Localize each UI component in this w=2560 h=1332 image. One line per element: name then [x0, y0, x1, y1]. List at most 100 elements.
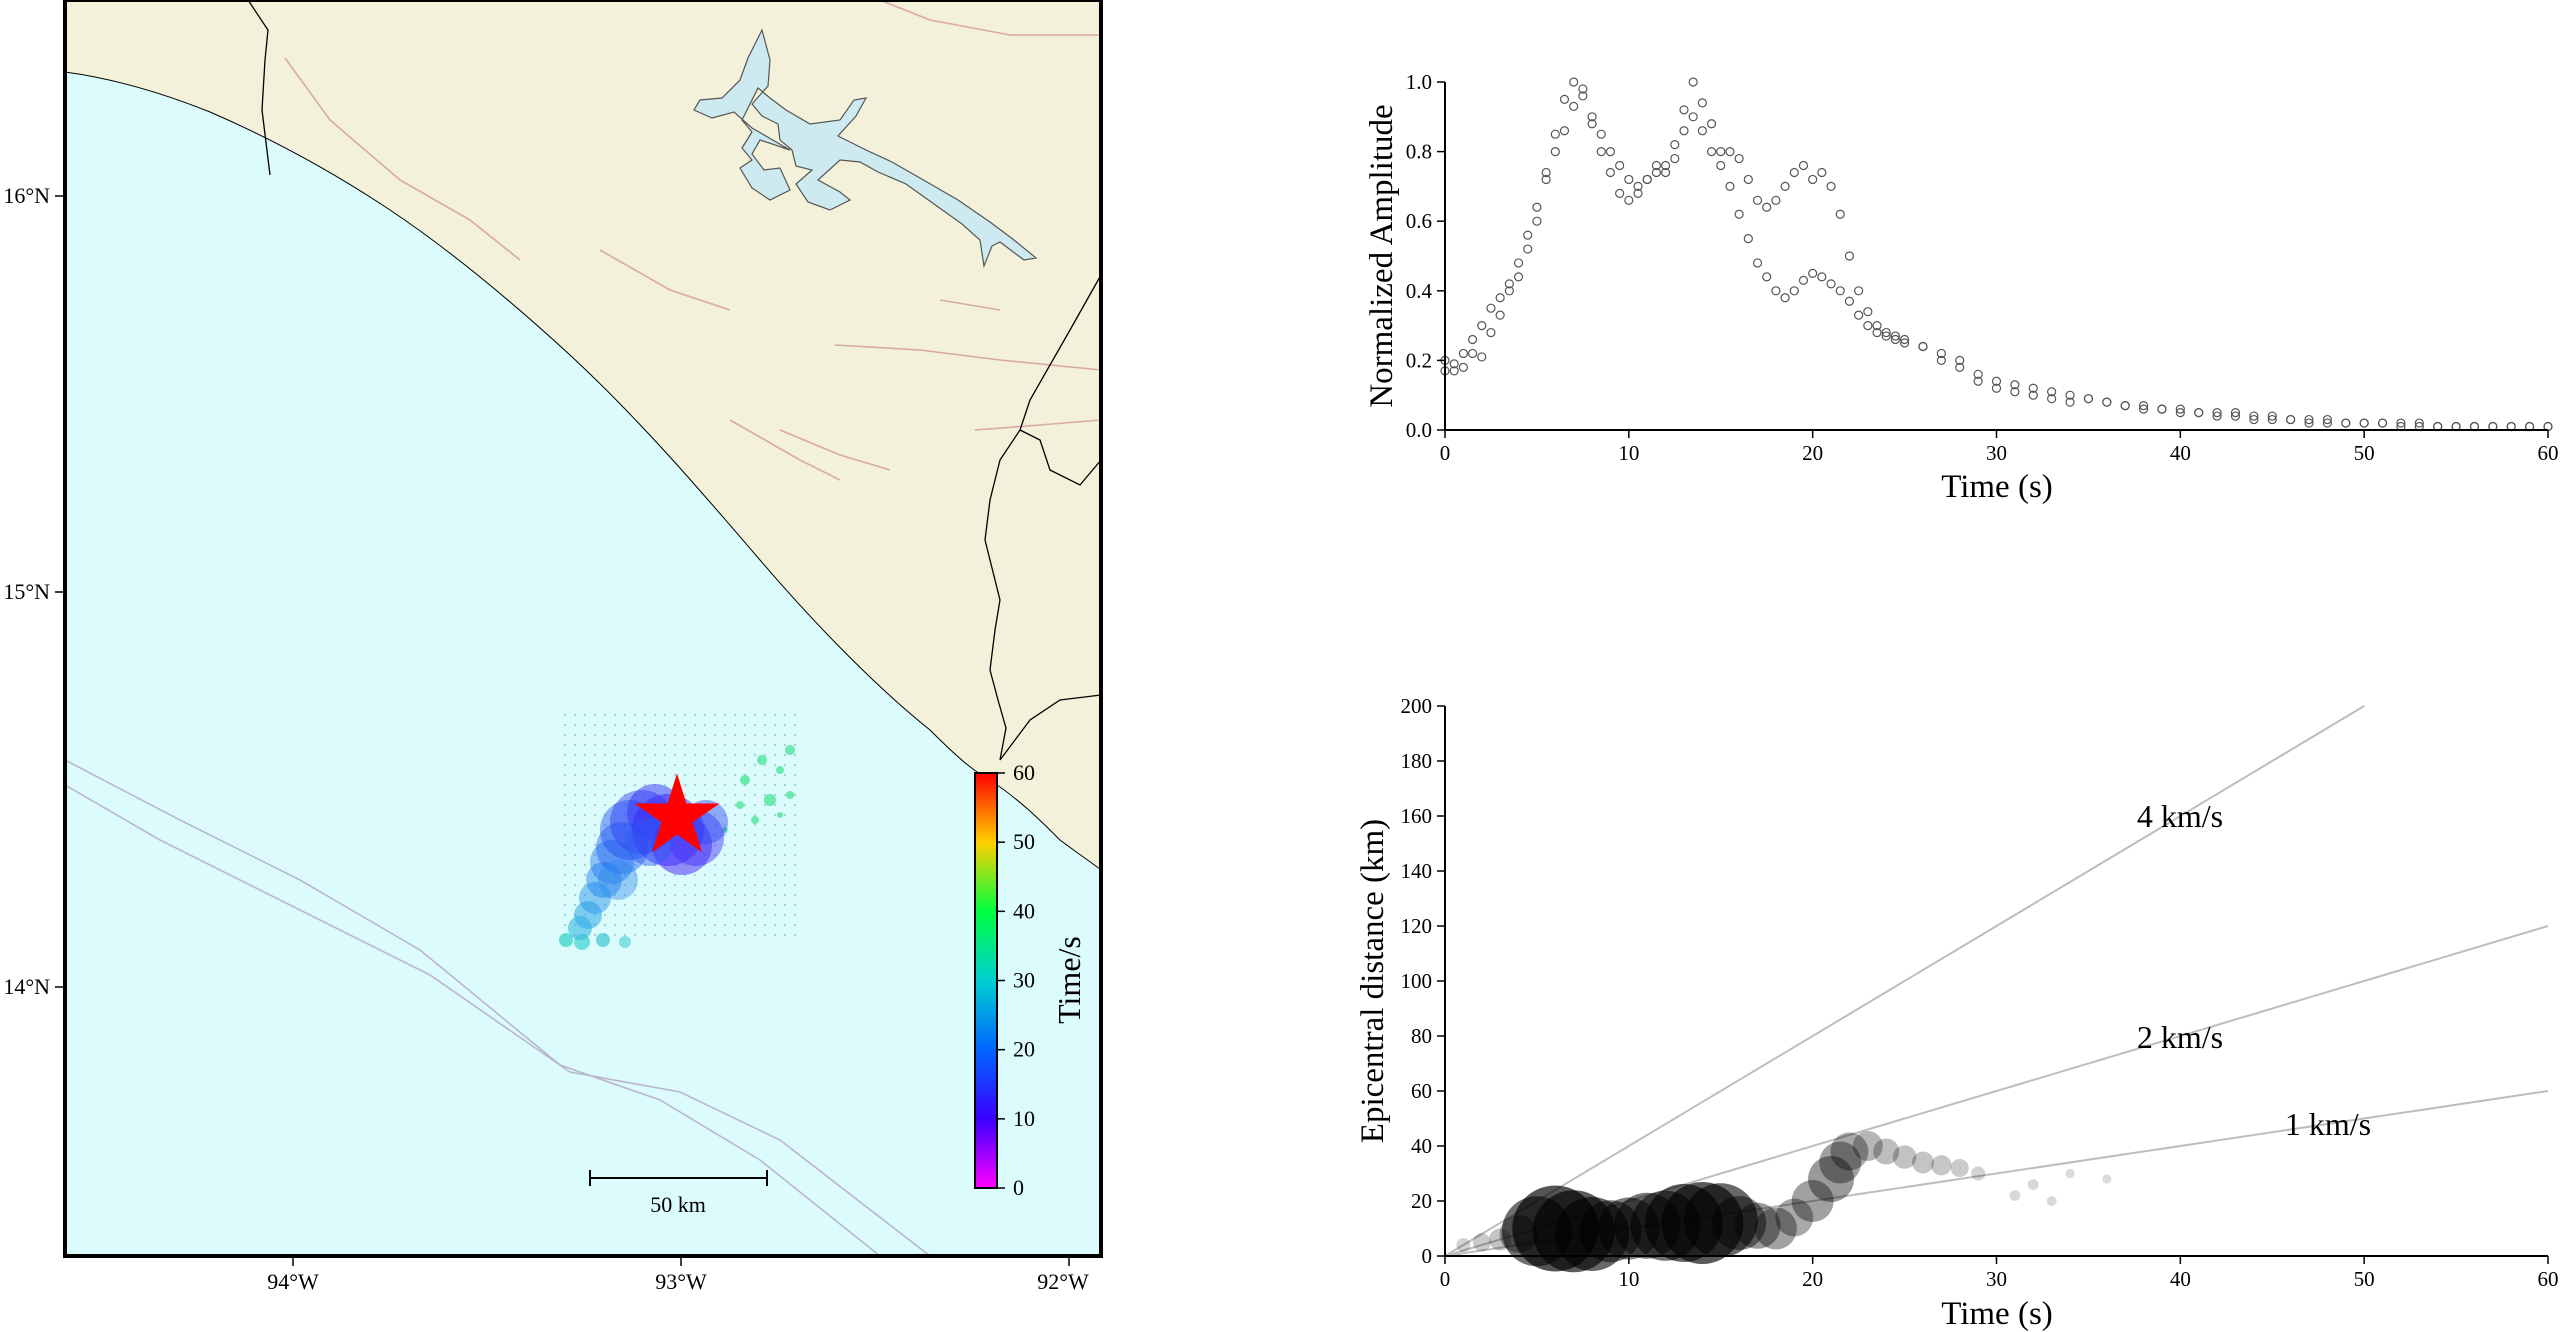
amplitude-point [1605, 167, 1616, 178]
amplitude-point [1936, 355, 1946, 365]
grid-dot [643, 713, 647, 717]
grid-dot [753, 803, 757, 807]
grid-dot [603, 763, 607, 767]
grid-dot [673, 753, 677, 757]
grid-dot [623, 853, 627, 857]
grid-dot [653, 873, 657, 877]
grid-dot [753, 773, 757, 777]
distance-x-tick-label: 50 [2354, 1267, 2375, 1291]
grid-dot [583, 713, 587, 717]
grid-dot [593, 773, 597, 777]
grid-dot [723, 793, 727, 797]
grid-dot [793, 933, 797, 937]
amplitude-point [1541, 167, 1551, 178]
grid-dot [723, 903, 727, 907]
amplitude-point [1532, 216, 1542, 226]
amplitude-x-tick-label: 60 [2538, 441, 2559, 465]
grid-dot [733, 873, 737, 877]
epicenter-star-icon [634, 773, 720, 853]
grid-dot [603, 923, 607, 927]
grid-dot [693, 913, 697, 917]
grid-dot [663, 713, 667, 717]
distance-point [2046, 1196, 2057, 1206]
amplitude-point [1513, 272, 1524, 282]
grid-dot [743, 793, 747, 797]
grid-dot [733, 933, 737, 937]
amplitude-y-label: Normalized Amplitude [1364, 104, 1400, 407]
distance-point [1873, 1138, 1900, 1165]
distance-x-tick-label: 20 [1802, 1267, 1823, 1291]
amplitude-point [2083, 394, 2094, 404]
amplitude-point [1725, 147, 1735, 157]
grid-dot [763, 853, 767, 857]
grid-dot [713, 863, 717, 867]
amplitude-point [2396, 418, 2406, 428]
grid-dot [693, 883, 697, 887]
amplitude-point [1918, 341, 1928, 352]
amplitude-point [1890, 334, 1900, 345]
grid-dot [623, 743, 627, 747]
distance-y-ticks: 0 20 40 60 80 100 120 140 160 180 200 [1401, 694, 1445, 1268]
amplitude-point [1688, 112, 1698, 122]
grid-dot [623, 923, 627, 927]
colorbar-tick-label: 40 [1013, 898, 1035, 923]
grid-dot [723, 873, 727, 877]
grid-dot [793, 893, 797, 897]
grid-dot [743, 823, 747, 827]
distance-point [1734, 1202, 1781, 1249]
distance-point [2102, 1174, 2112, 1184]
grid-dot [733, 923, 737, 927]
grid-dot [573, 743, 577, 747]
distance-point [1683, 1183, 1758, 1258]
amplitude-point [2120, 401, 2130, 411]
grid-dot [773, 833, 777, 837]
grid-dot [693, 743, 697, 747]
map-x-ticks [292, 1256, 1070, 1266]
amplitude-point [1798, 275, 1809, 285]
amplitude-point [1504, 286, 1514, 296]
grid-dot [713, 823, 717, 827]
amplitude-point [1734, 209, 1744, 219]
grid-dot [673, 773, 677, 777]
amplitude-point [1513, 258, 1524, 268]
grid-dot [653, 863, 657, 867]
grid-dot [763, 783, 767, 787]
grid-dot [623, 873, 627, 877]
grid-dot [583, 813, 587, 817]
amplitude-point [2102, 397, 2112, 407]
distance-y-tick-label: 100 [1401, 969, 1433, 993]
grid-dot [733, 783, 737, 787]
grid-dot [593, 853, 597, 857]
grid-dot [773, 853, 777, 857]
grid-dot [713, 913, 717, 917]
grid-dot [743, 903, 747, 907]
grid-dot [733, 793, 737, 797]
grid-dot [723, 733, 727, 737]
amplitude-point [1844, 296, 1855, 306]
grid-dot [583, 723, 587, 727]
grid-dot [743, 853, 747, 857]
grid-dot [713, 723, 717, 727]
grid-dot [663, 883, 667, 887]
grid-dot [673, 723, 677, 727]
grid-dot [723, 843, 727, 847]
grid-dot [713, 743, 717, 747]
grid-dot [783, 803, 787, 807]
late-source-dot [740, 775, 750, 785]
grid-dot [703, 883, 707, 887]
grid-dot [603, 913, 607, 917]
velocity-label-4: 4 km/s [2137, 798, 2223, 834]
grid-dot [733, 753, 737, 757]
trench-lines [65, 759, 931, 1256]
grid-dot [713, 773, 717, 777]
lake [693, 28, 1038, 269]
grid-dot [783, 873, 787, 877]
grid-dot [763, 773, 767, 777]
grid-dot [713, 733, 717, 737]
grid-dot [723, 783, 727, 787]
grid-dot [593, 793, 597, 797]
grid-dot [753, 853, 757, 857]
distance-y-tick-label: 200 [1401, 694, 1433, 718]
grid-dot [713, 903, 717, 907]
grid-dot [583, 803, 587, 807]
